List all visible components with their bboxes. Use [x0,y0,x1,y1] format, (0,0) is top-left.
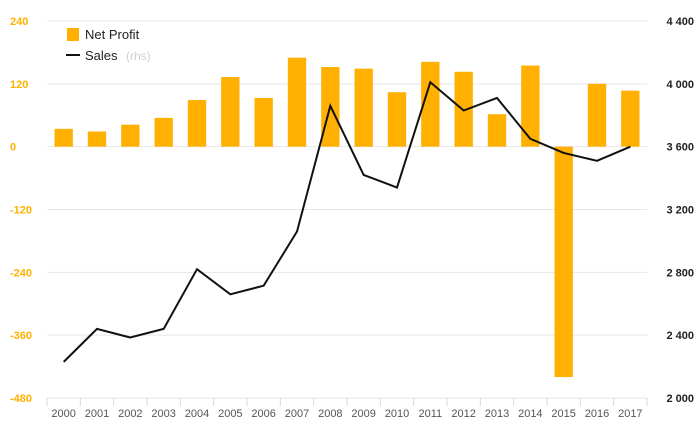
x-tick-label: 2007 [285,408,309,420]
x-tick-label: 2013 [485,408,509,420]
grid-lines [46,20,648,406]
sales-line [62,80,631,363]
legend-label-sales-rhs: (rhs) [126,49,151,63]
x-tick-label: 2000 [51,408,75,420]
bar-2011 [421,61,440,147]
x-tick-label: 2011 [419,408,443,420]
bar-2014 [521,65,540,147]
bar-2009 [354,68,373,147]
x-tick-label: 2009 [351,408,375,420]
legend-label-sales-name: Sales [85,48,118,63]
bar-2017 [621,90,640,147]
x-tick-label: 2016 [585,408,609,420]
bar-2003 [154,117,173,147]
x-tick-label: 2003 [151,408,175,420]
legend-label-net-profit: Net Profit [85,27,140,42]
x-tick-label: 2008 [318,408,342,420]
x-tick-label: 2005 [218,408,242,420]
y-right-tick-label: 2 000 [666,393,694,405]
net-profit-bars [54,57,640,378]
y-left-tick-label: -120 [10,205,32,217]
bar-2015 [554,146,573,378]
y-right-tick-label: 3 600 [666,142,694,154]
sales-polyline [62,80,631,363]
y-left-tick-label: -480 [10,393,32,405]
x-tick-label: 2001 [85,408,109,420]
x-tick-label: 2010 [385,408,409,420]
y-right-tick-label: 2 800 [666,267,694,279]
legend-swatch-net-profit [67,28,79,41]
y-right-tick-label: 3 200 [666,205,694,217]
x-tick-label: 2012 [451,408,475,420]
y-left-tick-label: 120 [10,79,28,91]
bar-2000 [54,128,73,147]
y-left-tick-label: -360 [10,330,32,342]
y-left-tick-label: 0 [10,142,16,154]
x-tick-label: 2002 [118,408,142,420]
y-right-tick-label: 4 000 [666,79,694,91]
bar-2005 [221,77,240,147]
bar-2001 [87,131,107,147]
x-tick-label: 2004 [185,408,209,420]
x-tick-label: 2015 [551,408,575,420]
bar-2004 [187,100,207,147]
bar-2016 [587,83,607,147]
y-left-tick-label: 240 [10,16,28,28]
legend: Net Profit Sales (rhs) [66,27,151,64]
bar-2013 [487,114,507,147]
bar-2010 [387,92,407,147]
x-tick-label: 2014 [518,408,542,420]
bar-2007 [287,57,307,147]
x-tick-label: 2006 [251,408,275,420]
legend-label-sales: Sales (rhs) [85,47,151,64]
axes: 240 120 0 -120 -240 -360 -480 4 400 4 000 3 600 3 … [10,16,694,420]
x-tick-label: 2017 [618,408,642,420]
bar-2006 [254,97,273,147]
y-right-tick-label: 2 400 [666,330,694,342]
y-right-tick-label: 4 400 [666,16,694,28]
bar-2002 [121,124,140,147]
y-left-tick-label: -240 [10,267,32,279]
